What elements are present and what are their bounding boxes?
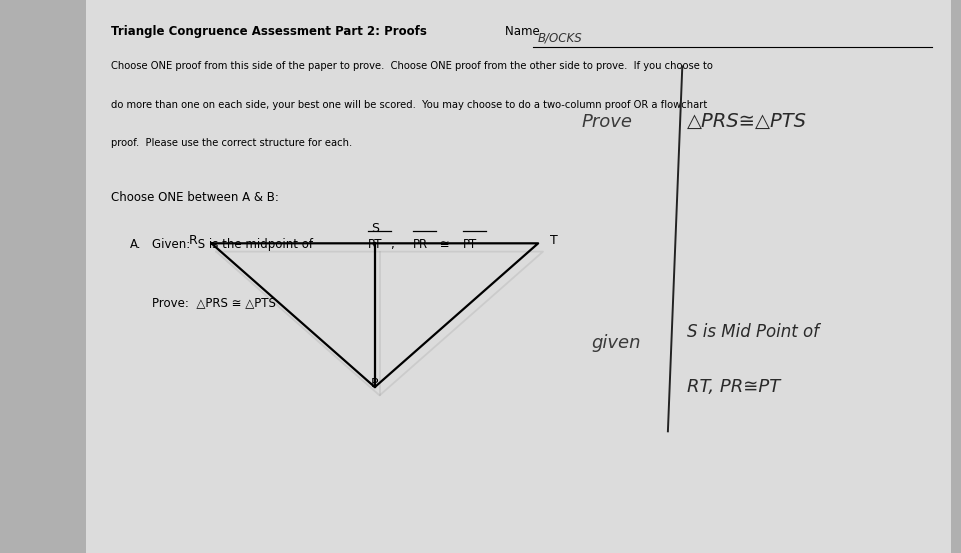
Text: R: R — [188, 234, 197, 247]
Text: S: S — [371, 222, 379, 235]
Text: PT: PT — [463, 238, 478, 251]
Text: S is Mid Point of: S is Mid Point of — [687, 323, 819, 341]
Text: B/OCKS: B/OCKS — [538, 31, 583, 44]
Text: Prove:  △PRS ≅ △PTS: Prove: △PRS ≅ △PTS — [152, 296, 276, 309]
Text: Triangle Congruence Assessment Part 2: Proofs: Triangle Congruence Assessment Part 2: P… — [111, 25, 427, 38]
Text: Choose ONE proof from this side of the paper to prove.  Choose ONE proof from th: Choose ONE proof from this side of the p… — [111, 61, 712, 71]
Text: RT, PR≅PT: RT, PR≅PT — [687, 378, 780, 396]
Text: A.: A. — [130, 238, 141, 251]
Text: Prove: Prove — [581, 113, 632, 131]
Text: △PRS≅△PTS: △PRS≅△PTS — [687, 112, 807, 131]
Text: ≅: ≅ — [436, 238, 454, 251]
FancyBboxPatch shape — [86, 0, 951, 553]
Text: ,: , — [391, 238, 403, 251]
Text: do more than one on each side, your best one will be scored.  You may choose to : do more than one on each side, your best… — [111, 100, 706, 109]
Text: given: given — [591, 334, 641, 352]
Text: RT: RT — [368, 238, 382, 251]
Text: proof.  Please use the correct structure for each.: proof. Please use the correct structure … — [111, 138, 352, 148]
Text: Name: Name — [505, 25, 543, 38]
Text: T: T — [550, 234, 557, 247]
Text: PR: PR — [413, 238, 429, 251]
Text: P: P — [371, 377, 379, 390]
Text: Given:  S is the midpoint of: Given: S is the midpoint of — [152, 238, 316, 251]
Text: Choose ONE between A & B:: Choose ONE between A & B: — [111, 191, 279, 204]
